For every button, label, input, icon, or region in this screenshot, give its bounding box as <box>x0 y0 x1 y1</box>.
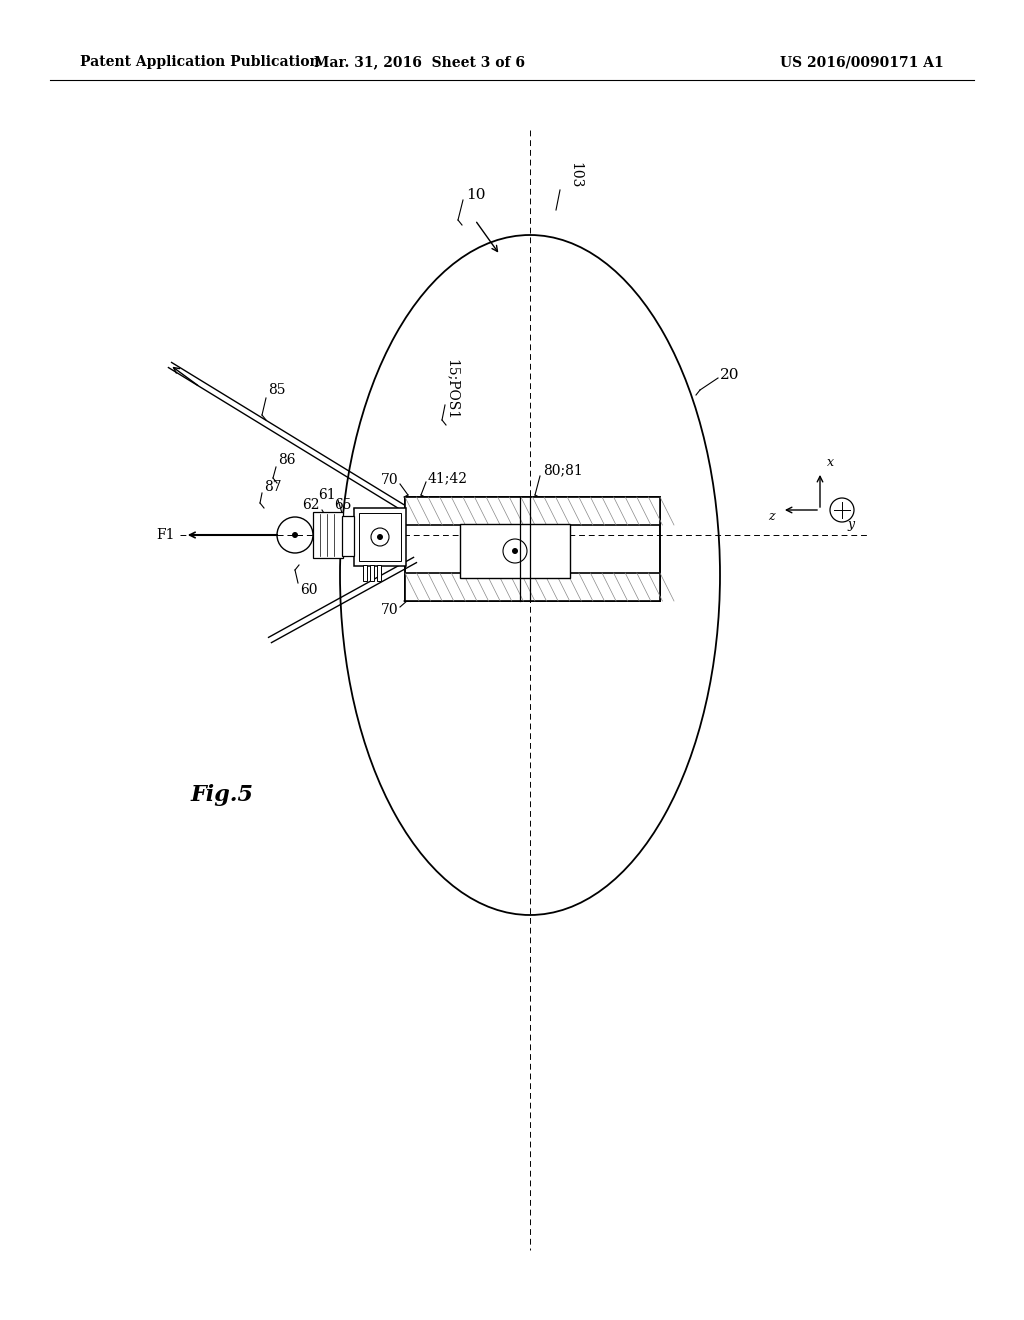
Bar <box>370 565 374 581</box>
Text: x: x <box>827 455 834 469</box>
Text: Mar. 31, 2016  Sheet 3 of 6: Mar. 31, 2016 Sheet 3 of 6 <box>314 55 525 69</box>
Bar <box>460 524 570 578</box>
Text: z: z <box>768 510 774 523</box>
Circle shape <box>512 548 518 554</box>
Bar <box>406 573 660 601</box>
Text: Patent Application Publication: Patent Application Publication <box>80 55 319 69</box>
Circle shape <box>292 532 298 539</box>
Text: 15;POS1: 15;POS1 <box>445 359 459 421</box>
Bar <box>313 512 343 558</box>
Text: 87: 87 <box>264 480 282 494</box>
Text: F1: F1 <box>157 528 175 543</box>
Bar <box>406 498 660 601</box>
Bar <box>359 513 401 561</box>
Text: 60: 60 <box>300 583 317 597</box>
Text: 41;42: 41;42 <box>428 471 468 484</box>
Text: 62: 62 <box>302 498 319 512</box>
Text: Fig.5: Fig.5 <box>190 784 254 807</box>
Text: 20: 20 <box>720 368 739 381</box>
Text: 65: 65 <box>335 498 352 512</box>
Text: 85: 85 <box>268 383 286 397</box>
Text: 10: 10 <box>466 187 485 202</box>
Bar <box>342 516 354 556</box>
Text: 86: 86 <box>278 453 296 467</box>
Text: US 2016/0090171 A1: US 2016/0090171 A1 <box>780 55 944 69</box>
Bar <box>406 498 660 525</box>
Circle shape <box>377 535 383 540</box>
Bar <box>362 565 367 581</box>
Text: 70: 70 <box>380 473 398 487</box>
Text: 80;81: 80;81 <box>543 463 583 477</box>
Text: y: y <box>847 517 854 531</box>
Bar <box>377 565 381 581</box>
Text: 103: 103 <box>568 162 582 189</box>
Text: 61: 61 <box>318 488 336 502</box>
Bar <box>354 508 406 566</box>
Text: 70: 70 <box>380 603 398 616</box>
